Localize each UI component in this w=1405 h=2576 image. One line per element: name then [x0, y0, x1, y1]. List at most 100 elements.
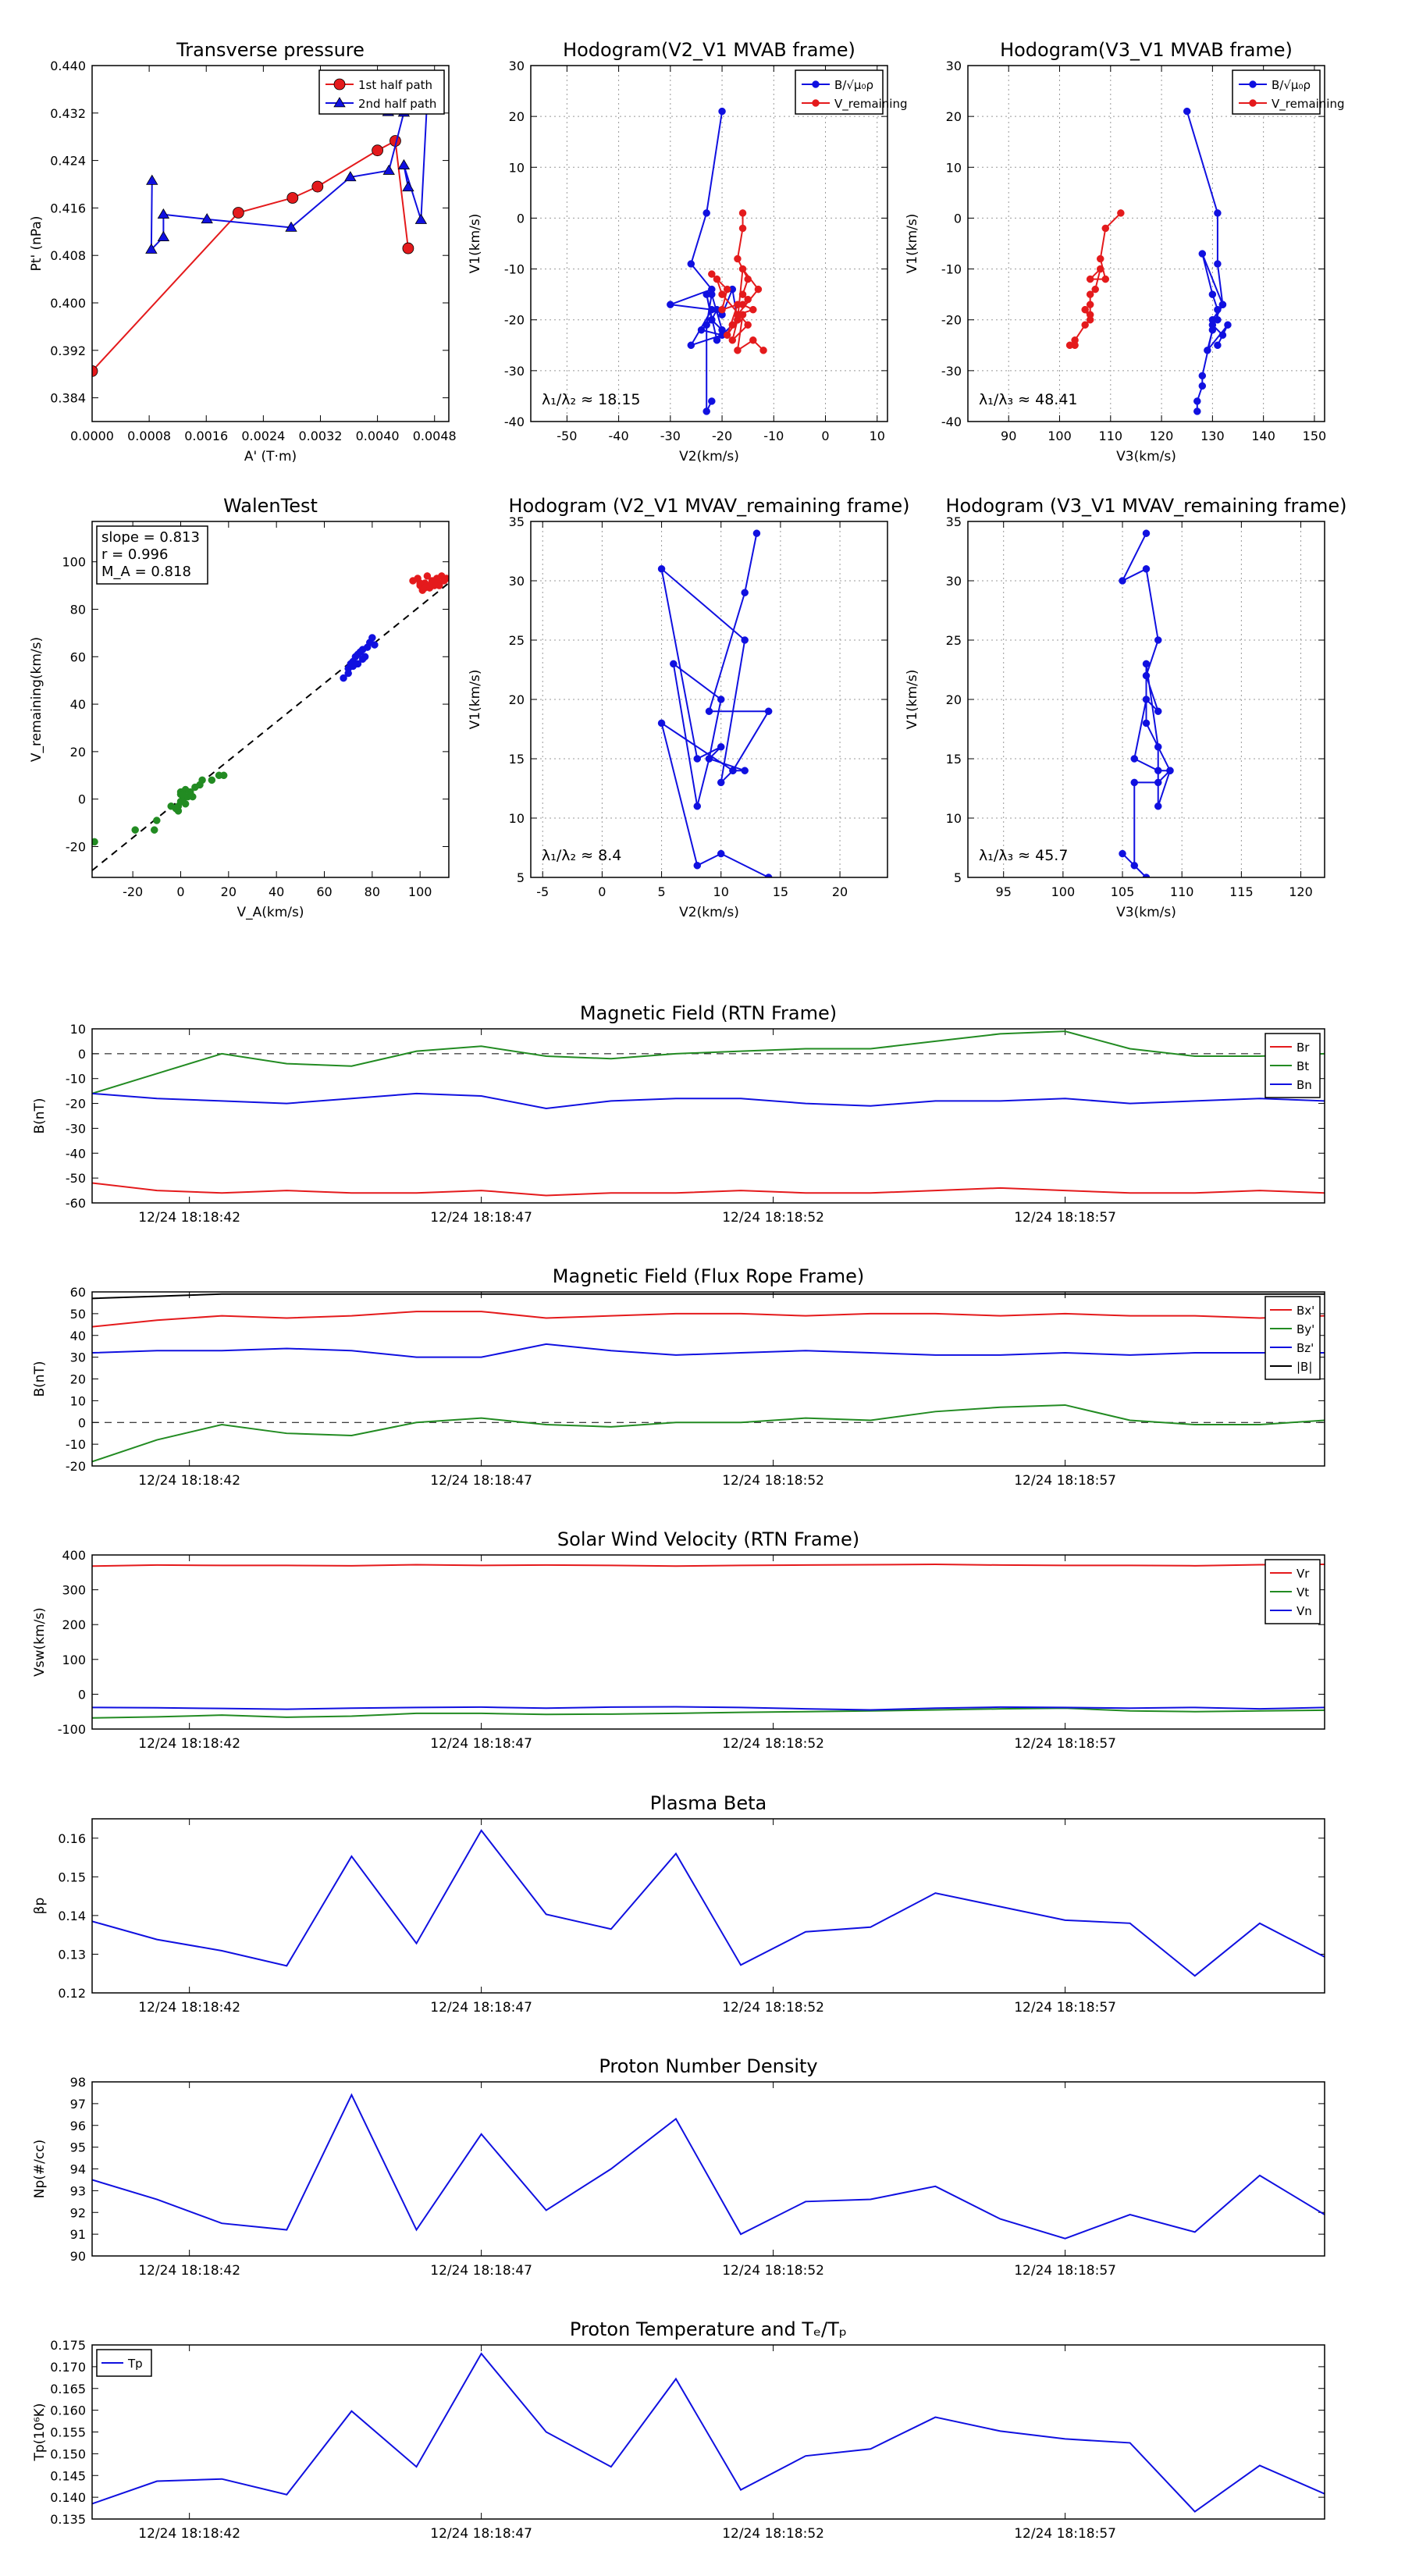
time-tick-label: 12/24 18:18:52: [722, 1210, 824, 1226]
series-line: [1069, 212, 1122, 347]
data-point: [1208, 290, 1217, 298]
data-point: [708, 315, 716, 324]
y-tick-label: 5: [517, 870, 525, 885]
data-point: [1154, 636, 1162, 644]
chart-title: Hodogram (V3_V1 MVAV_remaining frame): [945, 495, 1346, 517]
plot-area: [92, 572, 449, 871]
data-point: [1142, 660, 1151, 668]
y-tick-label: 0.424: [50, 154, 86, 169]
plot-area: [667, 107, 767, 415]
data-point: [1119, 849, 1126, 858]
time-tick-label: 12/24 18:18:47: [430, 1473, 532, 1489]
series-line-Vn: [92, 1706, 1325, 1711]
series-line-Bt: [92, 1030, 1325, 1094]
chart-title: Transverse pressure: [176, 39, 365, 61]
fit-line: [92, 582, 449, 871]
y-tick-label: 90: [70, 2249, 86, 2264]
x-tick-label: 10: [713, 884, 729, 899]
series-line--B-: [92, 1293, 1325, 1300]
data-point: [734, 301, 742, 308]
data-point: [713, 336, 721, 344]
data-point: [344, 171, 357, 182]
data-point: [741, 636, 749, 644]
data-point: [705, 755, 713, 763]
data-point: [738, 265, 747, 273]
legend-label: V_remaining: [834, 97, 908, 112]
panel-title: Magnetic Field (RTN Frame): [580, 1002, 837, 1024]
y-tick-label: 91: [70, 2227, 86, 2242]
stats-frame: [96, 525, 208, 585]
data-point: [344, 669, 352, 678]
legend-label: Bx': [1297, 1304, 1314, 1318]
data-point: [718, 107, 726, 116]
data-point: [702, 407, 710, 415]
data-point: [1193, 397, 1201, 405]
data-point: [764, 873, 773, 877]
x-tick-label: 140: [1251, 429, 1275, 443]
time-tick-label: 12/24 18:18:52: [722, 2000, 824, 2016]
data-point: [145, 243, 158, 254]
y-axis-label: V1(km/s): [468, 214, 483, 274]
y-tick-label: 40: [70, 697, 86, 712]
series-line: [1186, 111, 1229, 411]
y-tick-label: 0: [78, 1687, 86, 1702]
data-point: [741, 589, 749, 596]
data-point: [697, 326, 706, 334]
chart-title: Hodogram(V3_V1 MVAB frame): [1000, 39, 1293, 61]
stats-line: M_A = 0.818: [101, 564, 191, 580]
y-tick-label: 10: [70, 1393, 86, 1408]
y-tick-label: -20: [66, 1459, 86, 1474]
y-tick-label: 0.155: [50, 2425, 86, 2440]
data-point: [443, 575, 449, 582]
y-tick-label: 100: [62, 1653, 86, 1667]
time-tick-label: 12/24 18:18:57: [1014, 1473, 1116, 1489]
axes-frame: [91, 1028, 1325, 1204]
eigenvalue-ratio: λ₁/λ₃ ≈ 45.7: [979, 847, 1068, 864]
legend: B/√μ₀ρ V_remaining: [1232, 69, 1345, 115]
series-V-remaining: [1065, 209, 1125, 350]
data-point: [693, 802, 702, 810]
y-tick-label: 0.170: [50, 2360, 86, 2375]
data-point: [1101, 224, 1110, 233]
data-point: [738, 209, 747, 217]
data-point: [172, 805, 180, 813]
stats-line: r = 0.996: [101, 546, 168, 563]
plot-area: [92, 2093, 1325, 2240]
y-tick-label: 0.12: [58, 1986, 86, 2001]
data-point: [1130, 755, 1139, 763]
x-tick-label: -10: [763, 429, 784, 443]
legend-frame: [795, 69, 884, 115]
y-axis-label: B(nT): [32, 1361, 48, 1397]
y-tick-label: -40: [504, 415, 525, 429]
legend-label: By': [1297, 1322, 1314, 1336]
legend-label: Vt: [1297, 1585, 1309, 1599]
time-tick-label: 12/24 18:18:42: [138, 1210, 240, 1226]
y-axis-label: V1(km/s): [905, 670, 920, 730]
data-point: [358, 655, 367, 664]
y-tick-label: 25: [509, 633, 525, 648]
y-tick-label: -10: [504, 262, 525, 277]
x-tick-label: 0.0032: [298, 429, 342, 443]
x-tick-label: 5: [657, 884, 665, 899]
data-point: [372, 144, 384, 157]
series-line-By-: [92, 1404, 1325, 1463]
series-line: [1120, 532, 1172, 877]
y-tick-label: 94: [70, 2162, 86, 2177]
legend-marker: [812, 99, 820, 107]
y-tick-label: 0.150: [50, 2446, 86, 2461]
data-point: [187, 790, 194, 799]
x-tick-label: 150: [1303, 429, 1327, 443]
y-tick-label: 10: [946, 811, 962, 826]
y-tick-label: 93: [70, 2183, 86, 2198]
legend-label: B/√μ₀ρ: [1272, 78, 1311, 92]
series-line: [670, 111, 739, 412]
data-point: [1154, 778, 1162, 787]
y-tick-label: 300: [62, 1583, 86, 1598]
y-tick-label: -10: [66, 1437, 86, 1452]
y-tick-label: 0: [954, 211, 962, 226]
data-point: [734, 254, 742, 263]
data-point: [198, 776, 206, 785]
x-tick-label: 20: [832, 884, 848, 899]
y-tick-label: 0.15: [58, 1870, 86, 1884]
